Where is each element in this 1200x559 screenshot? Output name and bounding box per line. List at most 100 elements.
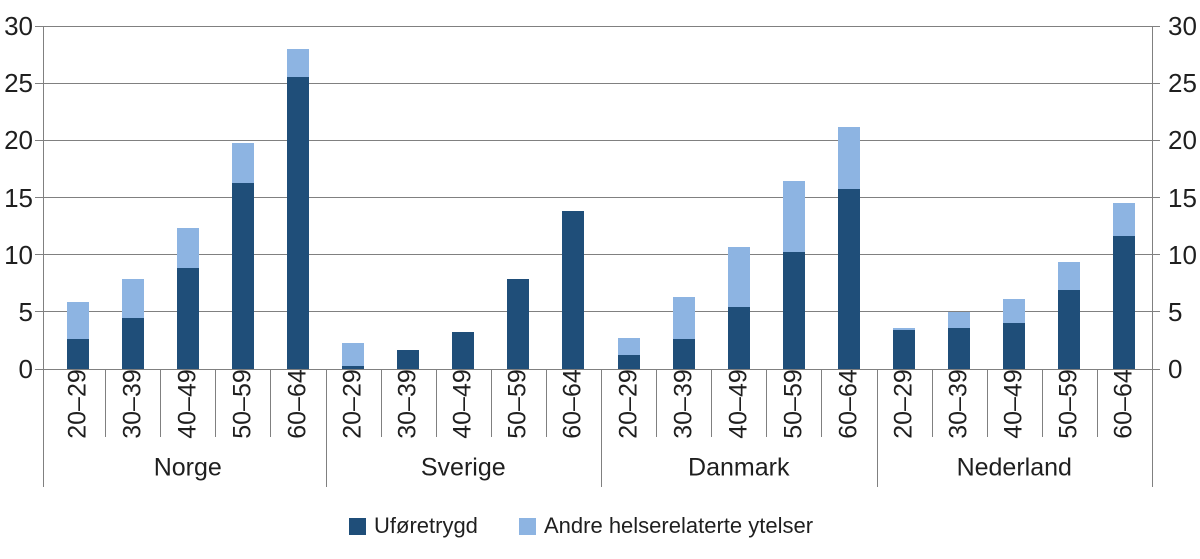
x-axis-line (43, 368, 1152, 370)
bar-segment-andre-ytelser (66, 301, 89, 340)
bar-segment-andre-ytelser (948, 311, 971, 328)
bar-segment-uforetrygd (562, 211, 585, 369)
age-group-separator (821, 369, 823, 437)
bar-segment-andre-ytelser (617, 338, 640, 356)
y-axis-tick-left (35, 139, 43, 141)
y-axis-tick-right (1152, 311, 1160, 313)
bar-segment-andre-ytelser (342, 342, 365, 366)
bar-segment-andre-ytelser (672, 296, 695, 340)
y-axis-tick-left (35, 25, 43, 27)
gridline (43, 82, 1152, 84)
gridline (43, 254, 1152, 256)
y-axis-tick-left (35, 82, 43, 84)
x-axis-age-label: 60–64 (558, 369, 587, 439)
country-separator (876, 369, 878, 487)
x-axis-age-label: 50–59 (503, 369, 532, 439)
y-axis-label-left: 10 (4, 239, 33, 270)
bar-segment-uforetrygd (672, 339, 695, 369)
legend-swatch-uforetrygd-icon (349, 517, 366, 535)
bar-segment-uforetrygd (397, 349, 420, 369)
bar-segment-andre-ytelser (727, 246, 750, 308)
x-axis-age-label: 40–49 (999, 369, 1028, 439)
age-group-separator (435, 369, 437, 437)
bar-segment-uforetrygd (1003, 323, 1026, 369)
bar-segment-uforetrygd (452, 332, 475, 369)
age-group-separator (1096, 369, 1098, 437)
legend-label-andre-ytelser: Andre helserelaterte ytelser (544, 513, 814, 538)
bar-segment-uforetrygd (837, 189, 860, 369)
age-group-separator (545, 369, 547, 437)
y-axis-label-left: 5 (18, 296, 33, 327)
country-separator (325, 369, 327, 487)
x-axis-age-label: 50–59 (1054, 369, 1083, 439)
legend-item-andre-ytelser: Andre helserelaterte ytelser (519, 513, 813, 539)
bar-segment-uforetrygd (893, 330, 916, 369)
legend-item-uforetrygd: Uføretrygd (349, 513, 478, 539)
age-group-separator (105, 369, 107, 437)
bar-segment-andre-ytelser (286, 48, 309, 78)
bar-segment-uforetrygd (121, 317, 144, 369)
x-axis-age-label: 50–59 (228, 369, 257, 439)
bar-segment-andre-ytelser (176, 228, 199, 269)
age-group-separator (380, 369, 382, 437)
x-axis-age-label: 30–39 (118, 369, 147, 439)
y-axis-label-left: 30 (4, 11, 33, 41)
x-axis-age-label: 40–49 (448, 369, 477, 439)
bar-segment-uforetrygd (231, 182, 254, 369)
y-axis-tick-left (35, 368, 43, 370)
age-group-separator (270, 369, 272, 437)
x-axis-age-label: 30–39 (944, 369, 973, 439)
bar-segment-andre-ytelser (1113, 203, 1136, 237)
age-group-separator (656, 369, 658, 437)
x-axis-age-label: 20–29 (338, 369, 367, 439)
x-axis-age-label: 60–64 (834, 369, 863, 439)
bar-segment-uforetrygd (176, 268, 199, 369)
y-axis-label-right: 30 (1168, 11, 1197, 41)
bar-segment-uforetrygd (342, 365, 365, 369)
y-axis-tick-right (1152, 254, 1160, 256)
y-axis-tick-right (1152, 25, 1160, 27)
age-group-separator (931, 369, 933, 437)
bar-segment-uforetrygd (66, 339, 89, 369)
bar-segment-andre-ytelser (893, 327, 916, 331)
bar-segment-uforetrygd (1113, 236, 1136, 369)
x-axis-age-label: 60–64 (1109, 369, 1138, 439)
age-group-separator (215, 369, 217, 437)
legend-label-uforetrygd: Uføretrygd (374, 513, 478, 538)
y-axis-tick-left (35, 311, 43, 313)
age-group-separator (711, 369, 713, 437)
y-axis-label-right: 15 (1168, 182, 1197, 213)
bar-segment-uforetrygd (507, 278, 530, 369)
x-axis-age-label: 40–49 (724, 369, 753, 439)
age-group-separator (986, 369, 988, 437)
legend-swatch-andre-ytelser-icon (519, 517, 536, 535)
y-axis-tick-right (1152, 197, 1160, 198)
y-axis-label-left: 25 (4, 68, 33, 99)
x-axis-age-label: 20–29 (614, 369, 643, 439)
x-axis-country-label: Sverige (420, 453, 506, 482)
x-axis-age-label: 40–49 (173, 369, 202, 439)
y-axis-tick-left (35, 197, 43, 198)
y-axis-label-right: 10 (1168, 239, 1197, 270)
bar-segment-uforetrygd (1058, 290, 1081, 369)
bar-segment-andre-ytelser (782, 181, 805, 253)
x-axis-age-label: 30–39 (669, 369, 698, 439)
y-axis-label-right: 20 (1168, 125, 1197, 156)
age-group-separator (160, 369, 162, 437)
bar-segment-uforetrygd (617, 355, 640, 369)
y-axis-label-right: 25 (1168, 68, 1197, 99)
x-axis-age-label: 50–59 (779, 369, 808, 439)
y-axis-tick-right (1152, 82, 1160, 84)
y-axis-tick-right (1152, 139, 1160, 141)
x-axis-country-label: Danmark (688, 453, 790, 482)
y-axis-label-right: 0 (1168, 354, 1183, 384)
gridline (43, 139, 1152, 141)
bar-segment-andre-ytelser (121, 278, 144, 318)
bar-segment-andre-ytelser (837, 126, 860, 190)
y-axis-right-line (1152, 26, 1153, 487)
bar-segment-andre-ytelser (1003, 299, 1026, 324)
y-axis-label-left: 20 (4, 125, 33, 156)
bar-segment-andre-ytelser (231, 142, 254, 183)
bar-segment-uforetrygd (782, 252, 805, 369)
